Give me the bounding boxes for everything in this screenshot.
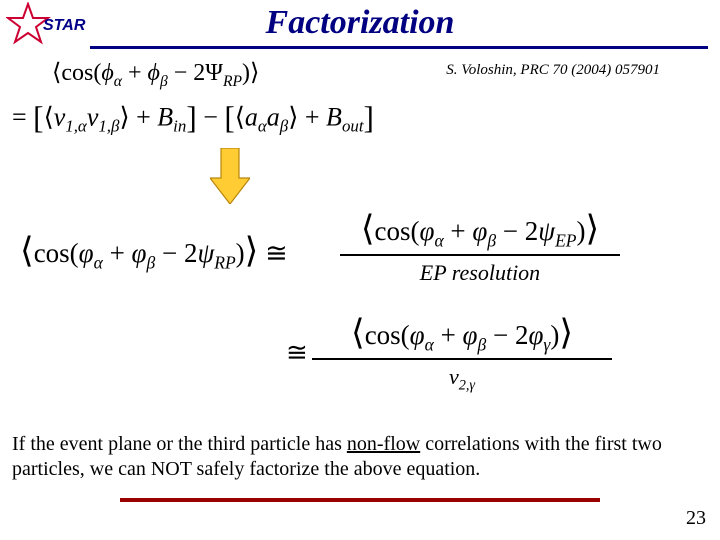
page-number: 23	[686, 507, 706, 530]
fraction-line	[340, 254, 620, 256]
equation-4-denominator: v2,γ	[312, 364, 612, 394]
equation-3-denominator: EP resolution	[340, 260, 620, 286]
equation-2: = [⟨v1,αv1,β⟩ + Bin] − [⟨aαaβ⟩ + Bout]	[12, 100, 374, 137]
down-arrow-icon	[210, 148, 250, 204]
equation-3-left: ⟨cos(φα + φβ − 2ψRP)⟩ ≅	[20, 230, 288, 273]
page-title: Factorization	[0, 4, 720, 42]
approx-symbol: ≅	[286, 338, 308, 368]
title-underline	[90, 46, 708, 49]
footer-divider	[120, 498, 600, 502]
equation-3-numerator: ⟨cos(φα + φβ − 2ψEP)⟩	[340, 208, 620, 251]
body-paragraph: If the event plane or the third particle…	[12, 432, 708, 482]
equation-3-right: ⟨cos(φα + φβ − 2ψEP)⟩ EP resolution	[340, 208, 620, 286]
equation-4: ≅ ⟨cos(φα + φβ − 2φγ)⟩ v2,γ	[312, 312, 612, 395]
citation: S. Voloshin, PRC 70 (2004) 057901	[446, 62, 660, 79]
fraction-line-2	[312, 358, 612, 360]
equation-1: ⟨cos(ϕα + ϕβ − 2ΨRP)⟩	[52, 58, 259, 91]
equation-4-numerator: ⟨cos(φα + φβ − 2φγ)⟩	[312, 312, 612, 355]
